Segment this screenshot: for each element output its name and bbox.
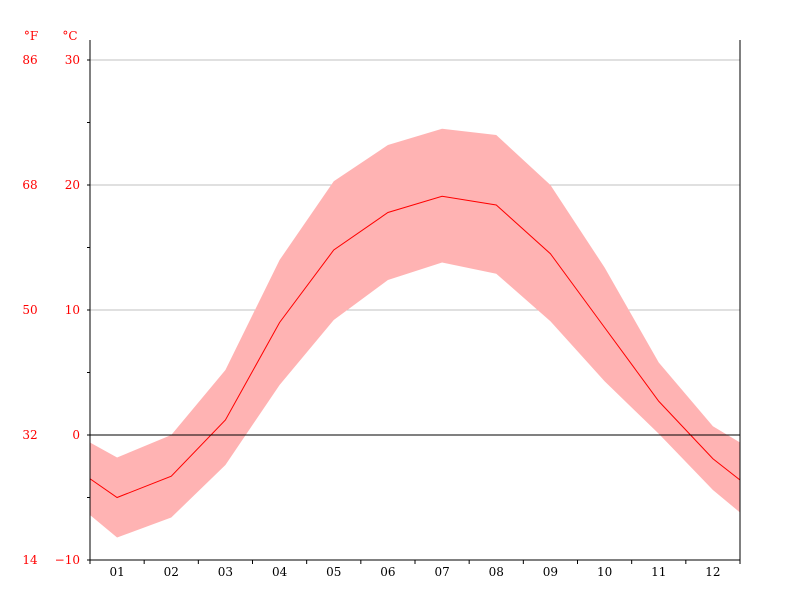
y-tick-label-celsius: 0 <box>72 428 80 442</box>
x-tick-label: 08 <box>489 565 504 579</box>
unit-label-celsius: °C <box>62 29 77 43</box>
y-tick-label-fahrenheit: 14 <box>22 553 38 567</box>
y-tick-label-fahrenheit: 68 <box>22 178 37 192</box>
y-tick-label-celsius: 20 <box>65 178 80 192</box>
x-tick-label: 05 <box>326 565 341 579</box>
axes <box>87 40 741 564</box>
temperature-range-band <box>90 128 740 538</box>
y-tick-label-celsius: 10 <box>65 303 80 317</box>
x-tick-label: 11 <box>651 565 666 579</box>
x-tick-label: 03 <box>218 565 233 579</box>
x-tick-label: 07 <box>434 565 449 579</box>
y-tick-label-fahrenheit: 86 <box>22 53 37 67</box>
unit-label-fahrenheit: °F <box>24 29 38 43</box>
x-tick-label: 04 <box>272 565 288 579</box>
x-tick-label: 10 <box>597 565 612 579</box>
mean-temperature-line <box>89 195 741 499</box>
y-tick-label-celsius: −10 <box>55 553 80 567</box>
x-tick-label: 12 <box>705 565 720 579</box>
y-tick-label-fahrenheit: 32 <box>22 428 37 442</box>
y-tick-label-celsius: 30 <box>65 53 80 67</box>
x-tick-label: 06 <box>380 565 395 579</box>
x-tick-label: 02 <box>164 565 179 579</box>
axis-labels: °F °C −10 14 0 32 10 50 20 68 30 86 01 02 03 04 05 06 07 08… <box>22 29 720 579</box>
x-tick-label: 01 <box>109 565 124 579</box>
y-tick-label-fahrenheit: 50 <box>22 303 37 317</box>
x-tick-label: 09 <box>543 565 558 579</box>
